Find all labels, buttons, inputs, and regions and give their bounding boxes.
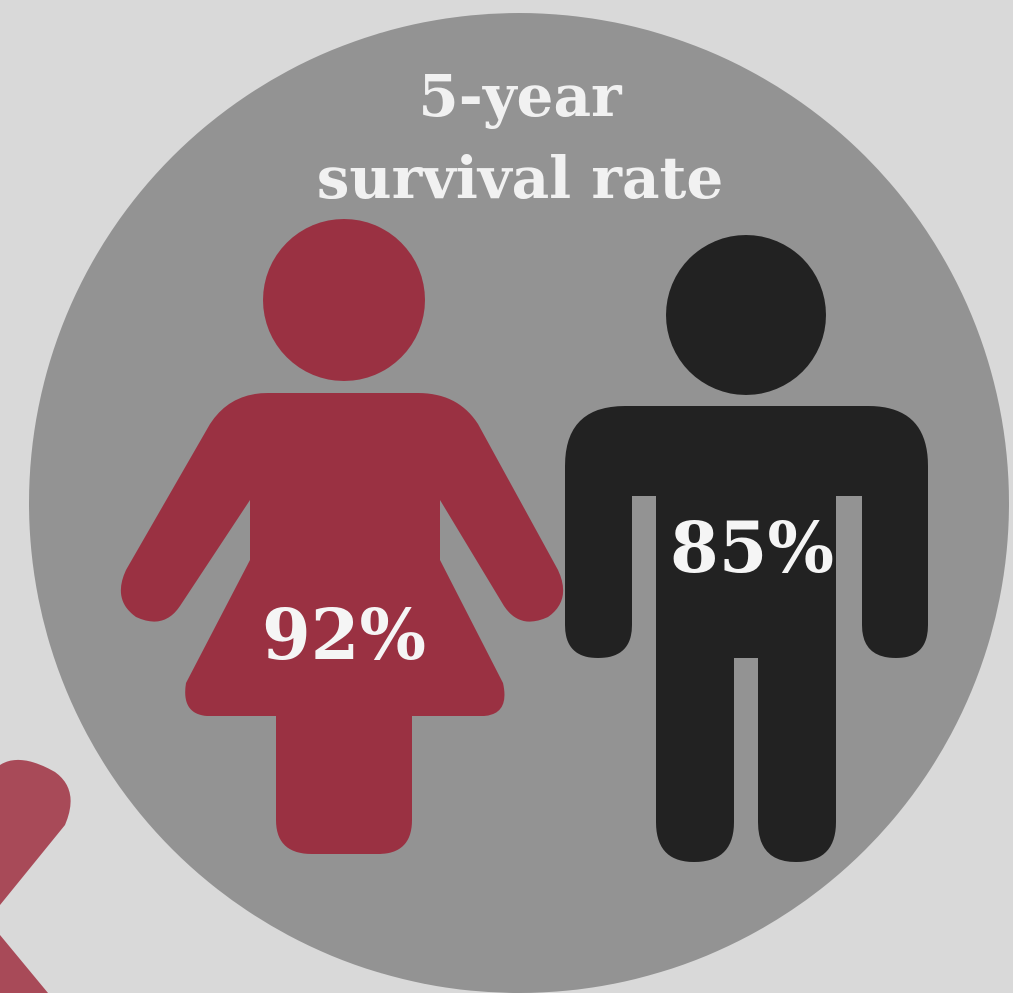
- chart-title: 5-year survival rate: [230, 55, 810, 219]
- title-line-2: survival rate: [316, 144, 724, 212]
- female-figure-icon: [120, 219, 564, 854]
- male-survival-value: 85%: [670, 506, 834, 589]
- corner-red-shape: [0, 759, 71, 993]
- female-survival-value: 92%: [262, 593, 426, 676]
- male-figure-icon: [565, 235, 928, 862]
- title-line-1: 5-year: [418, 62, 622, 130]
